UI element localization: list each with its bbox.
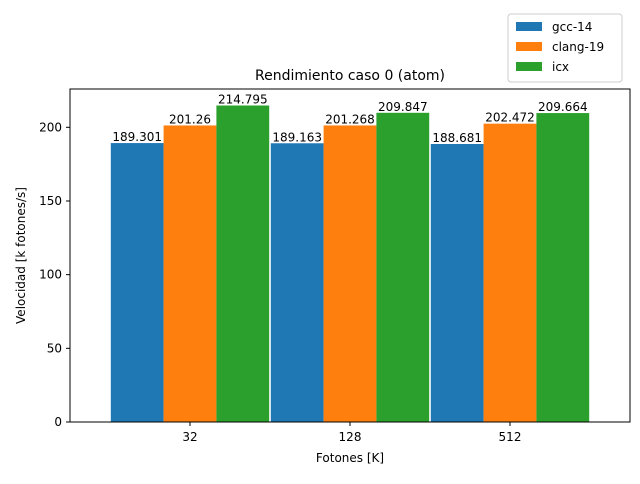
bar-clang-19-512 bbox=[483, 123, 537, 423]
bar-icx-32 bbox=[216, 105, 270, 423]
bars-group bbox=[110, 105, 590, 423]
y-axis-ticks: 0 50 100 150 200 bbox=[39, 120, 70, 429]
y-tick-label: 0 bbox=[54, 415, 62, 429]
y-tick-label: 50 bbox=[47, 341, 62, 355]
bar-clang-19-128 bbox=[323, 125, 377, 422]
bar-gcc-14-32 bbox=[110, 143, 164, 422]
bar-icx-128 bbox=[376, 112, 430, 422]
bar-icx-512 bbox=[536, 113, 590, 422]
bar-gcc-14-128 bbox=[270, 143, 324, 422]
legend-swatch-gcc-14 bbox=[516, 22, 542, 31]
x-tick-label: 128 bbox=[339, 430, 362, 444]
x-tick-label: 32 bbox=[182, 430, 197, 444]
bar-labels-group: 189.301 189.163 188.681 201.26 201.268 202.47… bbox=[112, 93, 587, 145]
bar-clang-19-32 bbox=[163, 125, 217, 422]
y-axis-label: Velocidad [k fotones/s] bbox=[14, 187, 28, 324]
legend-swatch-icx bbox=[516, 62, 542, 71]
legend-swatch-clang-19 bbox=[516, 42, 542, 51]
bar-value-label: 189.301 bbox=[112, 130, 162, 144]
y-tick-label: 200 bbox=[39, 120, 62, 134]
chart-title: Rendimiento caso 0 (atom) bbox=[255, 68, 445, 84]
x-tick-label: 512 bbox=[499, 430, 522, 444]
y-tick-label: 150 bbox=[39, 194, 62, 208]
bar-value-label: 209.664 bbox=[538, 100, 588, 114]
bar-gcc-14-512 bbox=[430, 143, 484, 422]
bar-value-label: 202.472 bbox=[485, 111, 535, 125]
legend-label-clang-19: clang-19 bbox=[552, 40, 604, 54]
bar-value-label: 201.26 bbox=[169, 112, 211, 126]
bar-value-label: 188.681 bbox=[432, 131, 482, 145]
x-axis-label: Fotones [K] bbox=[316, 451, 384, 465]
legend-label-icx: icx bbox=[552, 60, 569, 74]
legend: gcc-14 clang-19 icx bbox=[507, 13, 623, 83]
y-tick-label: 100 bbox=[39, 268, 62, 282]
bar-value-label: 214.795 bbox=[218, 93, 268, 107]
x-axis-ticks: 32 128 512 bbox=[182, 422, 521, 444]
bar-value-label: 201.268 bbox=[325, 112, 375, 126]
bar-value-label: 189.163 bbox=[272, 130, 322, 144]
legend-label-gcc-14: gcc-14 bbox=[552, 20, 592, 34]
bar-value-label: 209.847 bbox=[378, 100, 428, 114]
